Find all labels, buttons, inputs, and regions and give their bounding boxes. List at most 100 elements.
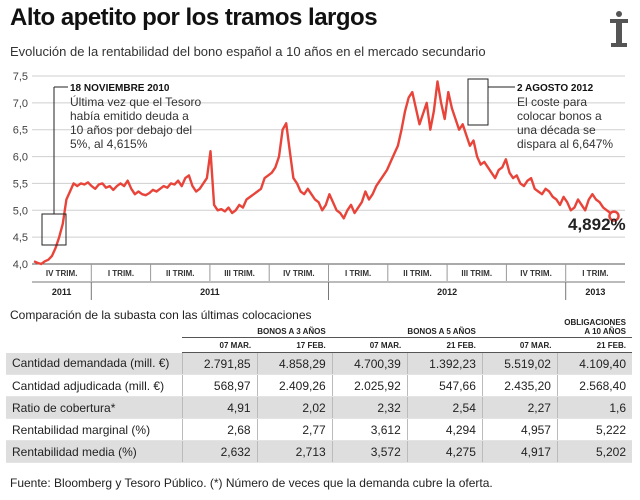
table-cell: 2.435,20 bbox=[481, 374, 558, 397]
table-cell: 5.519,02 bbox=[481, 352, 558, 375]
date-header: 07 MAR. bbox=[331, 337, 408, 353]
annotation-box-aug-2012 bbox=[467, 78, 489, 126]
y-tick-label: 6,0 bbox=[13, 152, 28, 164]
y-tick-label: 7,5 bbox=[13, 71, 28, 83]
annotation-line: El coste para bbox=[517, 95, 587, 109]
row-label: Rentabilidad marginal (%) bbox=[6, 418, 182, 441]
table-cell: 5,222 bbox=[556, 418, 632, 441]
annotation-line: colocar bonos a bbox=[517, 109, 602, 123]
table-cell: 3,612 bbox=[331, 418, 408, 441]
annotation-heading: 18 NOVIEMBRE 2010 bbox=[70, 83, 170, 94]
row-label: Ratio de cobertura* bbox=[6, 396, 182, 419]
date-header: 21 FEB. bbox=[557, 337, 632, 353]
annotation-nov-2010: 18 NOVIEMBRE 2010 Última vez que el Teso… bbox=[41, 83, 202, 246]
quarter-label: I TRIM. bbox=[582, 269, 608, 278]
table-cell: 4,957 bbox=[481, 418, 558, 441]
annotation-line: 10 años por debajo del bbox=[70, 123, 192, 137]
group-header: BONOS A 5 AÑOS bbox=[331, 318, 483, 338]
auction-table: BONOS A 3 AÑOS BONOS A 5 AÑOS OBLIGACION… bbox=[6, 318, 632, 463]
y-tick-label: 6,5 bbox=[13, 125, 28, 137]
chart-grid bbox=[32, 75, 625, 265]
table-row: Cantidad adjudicada (mill. €) 568,97 2.409… bbox=[6, 374, 632, 397]
annotation-aug-2012: 2 AGOSTO 2012 El coste para colocar bono… bbox=[467, 78, 613, 151]
y-tick-label: 4,5 bbox=[13, 232, 28, 244]
table-cell: 2,68 bbox=[181, 418, 258, 441]
table-cell: 3,572 bbox=[331, 440, 408, 463]
quarter-label: I TRIM. bbox=[345, 269, 371, 278]
year-label: 2012 bbox=[437, 287, 457, 297]
table-cell: 2.568,40 bbox=[556, 374, 632, 397]
table-row: Cantidad demandada (mill. €) 2.791,85 4.85… bbox=[6, 352, 632, 375]
source-footer: Fuente: Bloomberg y Tesoro Público. (*) … bbox=[10, 476, 493, 490]
group-header-line: A 10 AÑOS bbox=[584, 327, 626, 336]
quarter-label: I TRIM. bbox=[108, 269, 134, 278]
tower-emblem-icon bbox=[610, 11, 628, 47]
row-label: Rentabilidad media (%) bbox=[6, 440, 182, 463]
quarter-label: IV TRIM. bbox=[283, 269, 315, 278]
table-cell: 1.392,23 bbox=[406, 352, 483, 375]
annotation-line: había emitido deuda a bbox=[70, 109, 189, 123]
table-cell: 2,27 bbox=[481, 396, 558, 419]
table-cell: 568,97 bbox=[181, 374, 258, 397]
table-cell: 2.791,85 bbox=[181, 352, 258, 375]
row-label: Cantidad demandada (mill. €) bbox=[6, 352, 182, 375]
table-cell: 2.025,92 bbox=[331, 374, 408, 397]
year-label: 2011 bbox=[52, 287, 72, 297]
year-label: 2013 bbox=[585, 287, 605, 297]
yield-chart: 4,0 4,5 5,0 5,5 6,0 6,5 7,0 7,5 IV TRIM. I TRIM.… bbox=[13, 71, 626, 300]
table-cell: 4.109,40 bbox=[556, 352, 632, 375]
quarter-label: II TRIM. bbox=[403, 269, 431, 278]
table-group-header: BONOS A 3 AÑOS BONOS A 5 AÑOS OBLIGACION… bbox=[6, 318, 632, 338]
annotation-heading: 2 AGOSTO 2012 bbox=[517, 83, 594, 94]
quarter-label: III TRIM. bbox=[461, 269, 492, 278]
table-cell: 4,91 bbox=[181, 396, 258, 419]
last-value-label: 4,892% bbox=[568, 215, 626, 234]
table-cell: 2,632 bbox=[181, 440, 258, 463]
row-label: Cantidad adjudicada (mill. €) bbox=[6, 374, 182, 397]
table-cell: 4.858,29 bbox=[256, 352, 333, 375]
x-axis: IV TRIM. I TRIM. II TRIM. III TRIM. IV TRIM.… bbox=[32, 263, 625, 300]
table-cell: 1,6 bbox=[556, 396, 632, 419]
annotation-line: Última vez que el Tesoro bbox=[70, 94, 202, 109]
table-cell: 5,202 bbox=[556, 440, 632, 463]
last-value-marker bbox=[608, 210, 620, 222]
group-header-line: OBLIGACIONES bbox=[564, 318, 626, 327]
table-date-header: 07 MAR. 17 FEB. 07 MAR. 21 FEB. 07 MAR. … bbox=[6, 337, 632, 353]
quarter-label: II TRIM. bbox=[166, 269, 194, 278]
annotation-line: dispara al 6,647% bbox=[517, 137, 613, 151]
table-cell: 4,917 bbox=[481, 440, 558, 463]
table-cell: 2,77 bbox=[256, 418, 333, 441]
date-header: 07 MAR. bbox=[182, 337, 258, 353]
quarter-label: IV TRIM. bbox=[46, 269, 78, 278]
quarter-label: IV TRIM. bbox=[520, 269, 552, 278]
table-cell: 4.700,39 bbox=[331, 352, 408, 375]
y-tick-label: 4,0 bbox=[13, 259, 28, 271]
y-axis: 4,0 4,5 5,0 5,5 6,0 6,5 7,0 7,5 bbox=[13, 71, 28, 271]
table-row: Rentabilidad marginal (%) 2,68 2,77 3,612 4,… bbox=[6, 418, 632, 441]
yield-line bbox=[33, 80, 615, 266]
annotation-line: 5%, al 4,615% bbox=[70, 137, 148, 151]
date-header: 17 FEB. bbox=[257, 337, 333, 353]
annotation-line: una década se bbox=[517, 123, 596, 137]
table-row: Ratio de cobertura* 4,91 2,02 2,32 2,54 2,27 1… bbox=[6, 396, 632, 419]
year-label: 2011 bbox=[200, 287, 220, 297]
table-row: Rentabilidad media (%) 2,632 2,713 3,572 4,2… bbox=[6, 440, 632, 463]
y-tick-label: 5,0 bbox=[13, 205, 28, 217]
table-cell: 2,02 bbox=[256, 396, 333, 419]
date-header: 21 FEB. bbox=[407, 337, 483, 353]
table-cell: 2,713 bbox=[256, 440, 333, 463]
page-title: Alto apetito por los tramos largos bbox=[10, 4, 378, 31]
table-cell: 4,275 bbox=[406, 440, 483, 463]
y-tick-label: 7,0 bbox=[13, 98, 28, 110]
table-cell: 2.409,26 bbox=[256, 374, 333, 397]
date-header: 07 MAR. bbox=[481, 337, 558, 353]
table-cell: 2,32 bbox=[331, 396, 408, 419]
page-subtitle: Evolución de la rentabilidad del bono es… bbox=[10, 44, 486, 59]
y-tick-label: 5,5 bbox=[13, 178, 28, 190]
group-header: OBLIGACIONES A 10 AÑOS bbox=[481, 318, 632, 338]
quarter-label: III TRIM. bbox=[224, 269, 255, 278]
table-cell: 547,66 bbox=[406, 374, 483, 397]
table-cell: 4,294 bbox=[406, 418, 483, 441]
group-header: BONOS A 3 AÑOS bbox=[182, 318, 333, 338]
table-cell: 2,54 bbox=[406, 396, 483, 419]
